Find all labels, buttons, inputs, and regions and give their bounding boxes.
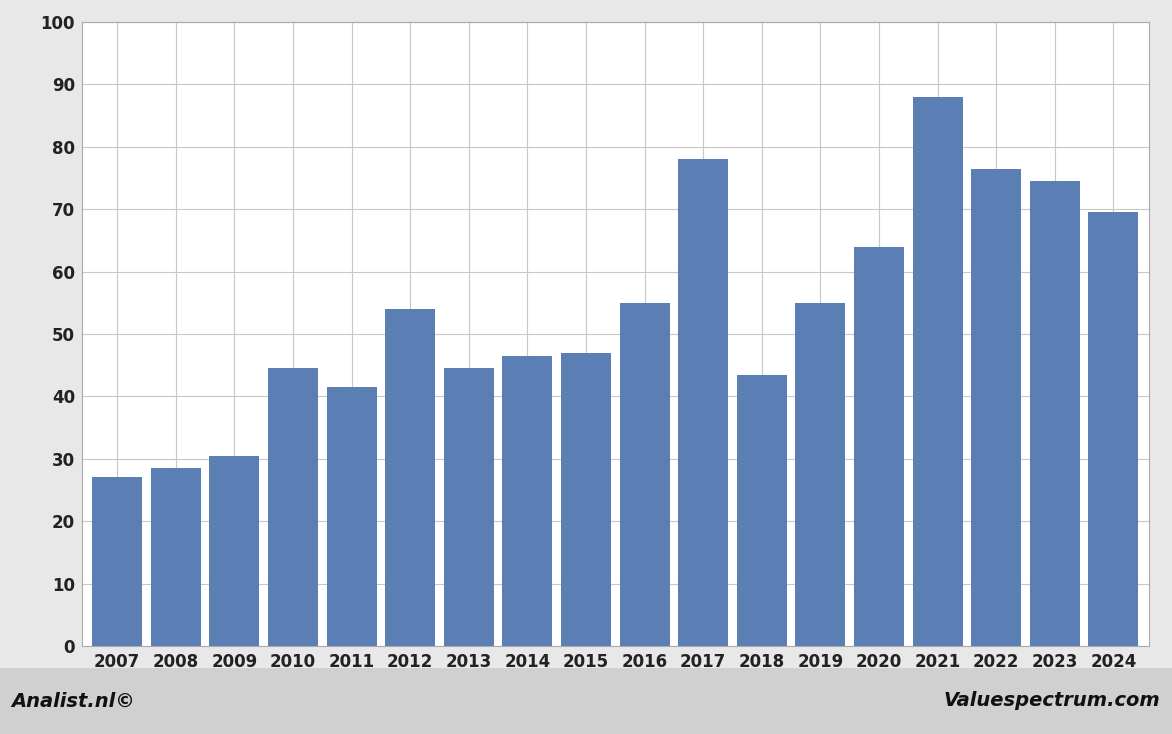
Bar: [972, 169, 1021, 646]
Text: Analist.nl©: Analist.nl©: [12, 691, 136, 711]
Text: Valuespectrum.com: Valuespectrum.com: [943, 691, 1160, 711]
Bar: [503, 356, 552, 646]
Bar: [93, 477, 142, 646]
Bar: [561, 353, 611, 646]
Bar: [386, 309, 435, 646]
Bar: [796, 303, 845, 646]
Bar: [210, 456, 259, 646]
Bar: [679, 159, 728, 646]
Bar: [151, 468, 200, 646]
Bar: [913, 97, 962, 646]
Bar: [1089, 212, 1138, 646]
Bar: [1030, 181, 1079, 646]
Bar: [620, 303, 669, 646]
Bar: [327, 387, 376, 646]
Bar: [444, 368, 493, 646]
Bar: [854, 247, 904, 646]
Bar: [268, 368, 318, 646]
Bar: [737, 374, 786, 646]
